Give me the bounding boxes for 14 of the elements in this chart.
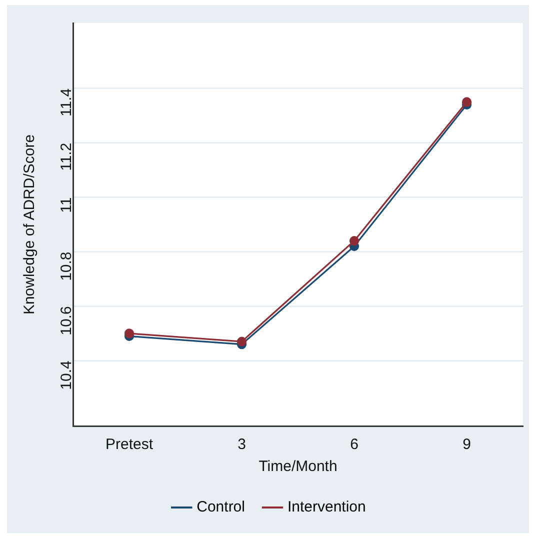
- y-axis-title: Knowledge of ADRD/Score: [21, 134, 38, 315]
- legend-label: Control: [196, 498, 245, 516]
- x-tick-label: 9: [462, 436, 471, 454]
- x-tick-label: 3: [238, 436, 246, 454]
- x-axis-title: Time/Month: [258, 458, 338, 476]
- y-tick-label: 10.8: [58, 252, 76, 281]
- y-tick-label: 11: [58, 197, 76, 213]
- y-tick-label: 11.4: [58, 88, 76, 116]
- y-tick-label: 10.4: [58, 360, 76, 390]
- x-tick-label: Pretest: [105, 436, 154, 454]
- legend-label: Intervention: [287, 498, 366, 516]
- y-tick-label: 10.6: [58, 306, 76, 336]
- y-tick-label: 11.2: [58, 142, 76, 171]
- x-tick-label: 6: [350, 436, 358, 454]
